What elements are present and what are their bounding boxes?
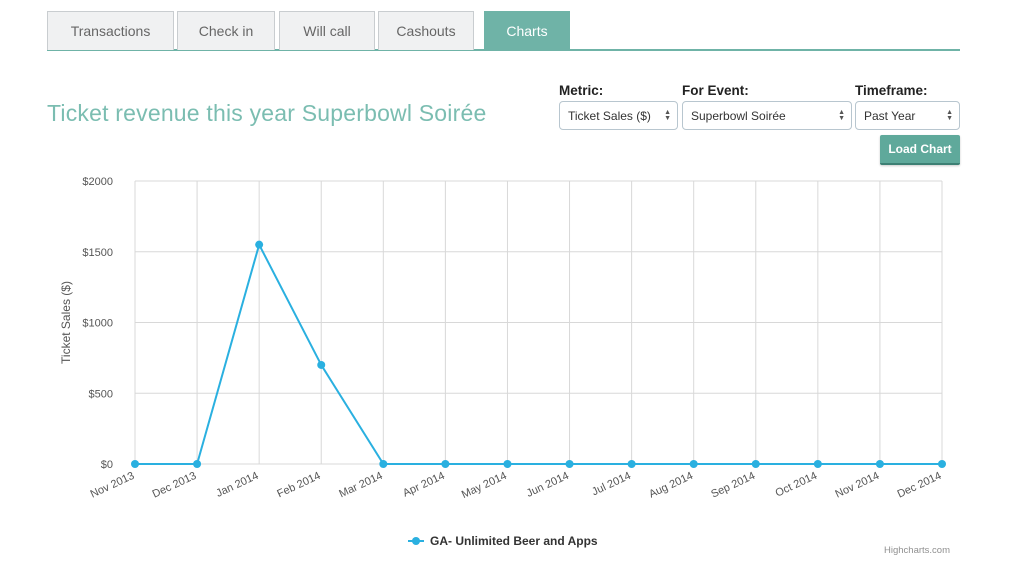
data-point [875, 460, 884, 468]
x-tick-label: May 2014 [460, 470, 509, 501]
event-label: For Event: [682, 83, 749, 98]
data-point [255, 240, 264, 249]
page-title: Ticket revenue this year Superbowl Soiré… [47, 100, 487, 126]
x-tick-label: Jul 2014 [590, 470, 633, 498]
x-tick-label: Sep 2014 [709, 470, 757, 501]
select-arrows-icon: ▲ ▼ [838, 109, 845, 122]
data-point [379, 460, 388, 468]
y-tick-label: $1500 [82, 247, 113, 259]
x-tick-label: Dec 2013 [151, 470, 199, 501]
timeframe-label: Timeframe: [855, 83, 928, 98]
select-arrows-icon: ▲ ▼ [946, 109, 953, 122]
tab-bar: Transactions Check in Will call Cashouts… [47, 11, 960, 51]
tab-will-call[interactable]: Will call [279, 11, 375, 50]
data-point [441, 460, 450, 468]
event-select-value: Superbowl Soirée [691, 108, 786, 123]
data-point [317, 360, 326, 369]
timeframe-select[interactable]: Past Year ▲ ▼ [855, 101, 960, 130]
chart-legend-item[interactable]: GA- Unlimited Beer and Apps [408, 534, 598, 548]
event-select[interactable]: Superbowl Soirée ▲ ▼ [682, 101, 852, 130]
data-point [627, 460, 636, 468]
data-point [565, 460, 574, 468]
tab-check-in[interactable]: Check in [177, 11, 275, 50]
metric-select[interactable]: Ticket Sales ($) ▲ ▼ [559, 101, 678, 130]
metric-label: Metric: [559, 83, 604, 98]
tab-transactions[interactable]: Transactions [47, 11, 174, 50]
y-tick-label: $2000 [82, 176, 113, 188]
x-tick-label: Jun 2014 [525, 470, 571, 500]
x-tick-label: Jan 2014 [214, 470, 260, 500]
select-arrows-icon: ▲ ▼ [664, 109, 671, 122]
chart-credits-link[interactable]: Highcharts.com [884, 545, 950, 556]
data-point [813, 460, 822, 468]
metric-select-value: Ticket Sales ($) [568, 108, 651, 123]
x-tick-label: Mar 2014 [337, 470, 384, 501]
data-point [689, 460, 698, 468]
series-line [135, 243, 942, 465]
load-chart-button[interactable]: Load Chart [880, 135, 960, 165]
data-point [193, 460, 202, 468]
timeframe-select-value: Past Year [864, 108, 916, 123]
data-point [503, 460, 512, 468]
legend-marker-icon [408, 537, 424, 545]
y-axis-title: Ticket Sales ($) [59, 281, 73, 364]
x-tick-label: Aug 2014 [647, 470, 695, 501]
data-point [131, 460, 139, 468]
x-tick-label: Dec 2014 [896, 470, 944, 501]
x-tick-label: Apr 2014 [401, 470, 447, 500]
x-tick-label: Oct 2014 [774, 470, 820, 500]
y-tick-label: $500 [89, 388, 113, 400]
x-tick-label: Nov 2013 [89, 470, 137, 501]
tab-cashouts[interactable]: Cashouts [378, 11, 474, 50]
line-chart: $0 $500 $1000 $1500 $2000 Nov 2013 Dec 2013 Jan… [59, 176, 946, 501]
x-tick-label: Nov 2014 [833, 470, 881, 501]
y-tick-label: $1000 [82, 318, 113, 330]
x-tick-label: Feb 2014 [275, 470, 322, 501]
y-tick-label: $0 [101, 459, 113, 471]
legend-label: GA- Unlimited Beer and Apps [430, 534, 598, 548]
data-point [938, 460, 946, 468]
data-point [751, 460, 760, 468]
tab-charts[interactable]: Charts [484, 11, 570, 50]
